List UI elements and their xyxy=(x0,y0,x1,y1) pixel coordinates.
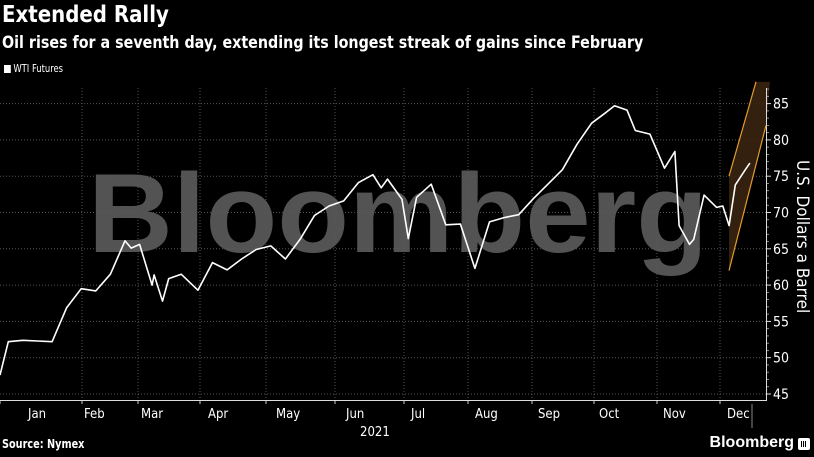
y-tick-label: 60 xyxy=(773,278,789,294)
x-axis-year: 2021 xyxy=(360,425,390,440)
x-tick-label: Nov xyxy=(663,407,686,422)
grid-lines xyxy=(0,88,766,400)
x-tick-label: Oct xyxy=(599,407,620,422)
y-tick-label: 75 xyxy=(773,169,789,185)
y-tick-label: 80 xyxy=(773,133,789,149)
x-tick-label: Mar xyxy=(141,407,163,422)
legend: WTI Futures xyxy=(4,62,63,75)
source-note: Source: Nymex xyxy=(2,437,85,451)
x-tick-label: Aug xyxy=(475,407,498,422)
x-tick-label: Dec xyxy=(727,407,750,422)
axes: 45 50 55 60 65 70 75 80 85 Jan Feb Mar Apr May Jun Jul A… xyxy=(0,88,812,440)
y-tick-label: 65 xyxy=(773,242,789,258)
y-tick-label: 85 xyxy=(773,97,789,113)
projection-band xyxy=(729,81,770,271)
y-tick-label: 55 xyxy=(773,314,789,330)
band-lower-edge xyxy=(728,125,767,271)
x-tick-label: Jan xyxy=(27,407,46,422)
y-axis-title: U.S. Dollars a Barrel xyxy=(792,160,812,313)
bloomberg-chart-icon xyxy=(798,438,810,450)
x-tick-label: Sep xyxy=(538,407,560,422)
x-tick-label: Feb xyxy=(84,407,105,422)
y-tick-label: 70 xyxy=(773,206,789,222)
wti-futures-line xyxy=(0,105,751,376)
x-tick-label: Jul xyxy=(410,407,425,422)
y-tick-label: 45 xyxy=(773,387,789,403)
legend-label: WTI Futures xyxy=(13,62,64,75)
bloomberg-logo: Bloomberg xyxy=(709,434,794,451)
y-tick-label: 50 xyxy=(773,351,789,367)
legend-swatch-icon xyxy=(4,64,11,73)
chart-subtitle: Oil rises for a seventh day, extending i… xyxy=(2,33,644,53)
x-tick-label: Apr xyxy=(208,407,228,422)
x-tick-label: Jun xyxy=(345,407,364,422)
x-tick-label: May xyxy=(276,407,300,422)
band-upper-edge xyxy=(728,81,757,177)
bloomberg-watermark: Bloomberg xyxy=(88,151,708,276)
chart-title: Extended Rally xyxy=(2,2,169,28)
